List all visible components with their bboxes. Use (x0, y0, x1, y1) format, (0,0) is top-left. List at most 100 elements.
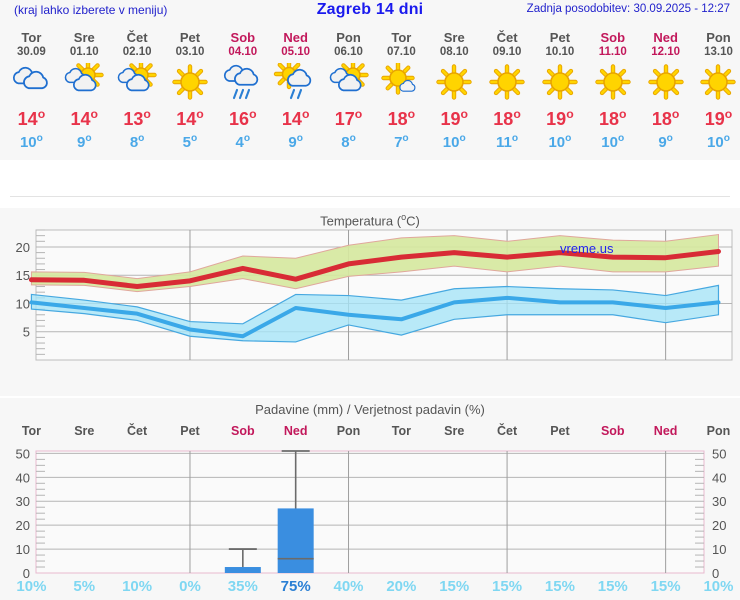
temp-min: 4o (235, 133, 251, 151)
day-name: Čet (496, 30, 518, 45)
precip-day-header: Sre (444, 424, 465, 438)
day-column[interactable]: Sre 08.10 19o 10o (428, 22, 481, 160)
day-name: Sre (73, 30, 95, 45)
day-column[interactable]: Sob 04.10 16o 4o (216, 22, 269, 160)
precip-day-header: Čet (496, 424, 518, 438)
temp-max: 14o (17, 107, 46, 129)
temp-max: 16o (229, 107, 257, 129)
temp-max: 19o (546, 107, 574, 129)
svg-text:0: 0 (23, 566, 30, 581)
partly-sunny-icon (322, 63, 375, 101)
day-column[interactable]: Sre 01.10 14o 9o (58, 22, 111, 160)
svg-text:40: 40 (712, 470, 726, 485)
temp-max: 14o (70, 107, 99, 129)
sunny-icon (534, 63, 587, 101)
day-column[interactable]: Ned 05.10 14o 9o (269, 22, 322, 160)
precip-day-header: Pon (706, 424, 731, 438)
day-date: 04.10 (228, 46, 258, 58)
precip-day-header: Ned (653, 424, 678, 438)
temp-min: 9o (658, 133, 673, 151)
svg-text:0: 0 (712, 566, 719, 581)
precip-day-header: Sob (600, 424, 625, 438)
day-column[interactable]: Tor 07.10 18o 7o (375, 22, 428, 160)
precip-probability-label: 15% (439, 578, 470, 595)
sunny-icon (164, 63, 217, 101)
day-name: Pon (336, 30, 361, 45)
celsius-symbol: C) (406, 213, 420, 229)
temp-max: 13o (123, 107, 151, 129)
temp-max: 17o (334, 107, 363, 129)
day-column[interactable]: Pon 06.10 17o 8o (322, 22, 375, 160)
temp-min: 5o (182, 133, 198, 151)
precip-probability-label: 15% (650, 578, 681, 595)
day-column[interactable]: Čet 02.10 13o 8o (111, 22, 164, 160)
precip-probability-label: 40% (333, 578, 364, 595)
day-date: 01.10 (69, 46, 99, 58)
day-date: 12.10 (651, 46, 680, 58)
precip-day-header: Pet (180, 424, 200, 438)
sunny-icon (692, 63, 740, 101)
svg-text:5: 5 (23, 325, 30, 340)
precip-day-header: Čet (127, 424, 148, 438)
precip-probability-label: 15% (492, 578, 523, 595)
day-date: 03.10 (175, 46, 205, 58)
day-name: Pet (179, 30, 201, 45)
divider (10, 196, 730, 197)
temp-min: 9o (288, 133, 303, 151)
svg-text:40: 40 (16, 470, 30, 485)
svg-text:10: 10 (712, 542, 726, 557)
header-bar: (kraj lahko izberete v meniju) Zagreb 14… (0, 0, 740, 22)
day-date: 07.10 (386, 46, 416, 58)
day-name: Tor (21, 30, 42, 45)
temp-max: 18o (387, 107, 416, 129)
day-name: Čet (126, 30, 148, 45)
page-title: Zagreb 14 dni (316, 1, 424, 18)
day-date: 11.10 (598, 46, 627, 58)
day-column[interactable]: Tor 30.09 14o 10o (5, 22, 58, 160)
day-column[interactable]: Pet 03.10 14o 5o (164, 22, 217, 160)
precip-probability-label: 75% (280, 578, 311, 595)
precip-probability-label: 20% (386, 578, 417, 595)
day-date: 30.09 (17, 46, 46, 58)
temperature-chart: Temperatura (oC) vreme.us 5 10 15 20 (0, 208, 740, 396)
precip-probability-label: 15% (544, 578, 575, 595)
precip-day-header: Sre (74, 424, 95, 438)
day-name: Tor (391, 30, 412, 45)
temp-min: 10o (707, 133, 730, 151)
day-name: Ned (653, 30, 678, 45)
day-column[interactable]: Sob 11.10 18o 10o (586, 22, 639, 160)
day-column[interactable]: Čet 09.10 18o 11o (481, 22, 534, 160)
temp-min: 10o (548, 133, 572, 151)
sun-small-cloud-icon (375, 63, 428, 101)
precip-probability-label: 5% (73, 578, 96, 595)
svg-text:30: 30 (712, 494, 726, 509)
day-date: 10.10 (545, 46, 575, 58)
day-name: Sre (443, 30, 465, 45)
svg-text:20: 20 (16, 518, 30, 533)
temperature-plot-svg: 5 10 15 20 (16, 229, 733, 361)
day-column[interactable]: Pet 10.10 19o 10o (534, 22, 587, 160)
temp-max: 19o (440, 107, 468, 129)
temp-min: 9o (76, 133, 92, 151)
day-name: Ned (283, 30, 308, 45)
precip-day-header: Sob (231, 424, 255, 438)
precip-probability-label: 10% (122, 578, 153, 595)
precip-day-header: Tor (21, 424, 42, 438)
sun-rain-icon (269, 63, 322, 101)
temp-min: 11o (496, 133, 519, 151)
day-column[interactable]: Ned 12.10 18o 9o (639, 22, 692, 160)
temp-max: 14o (281, 107, 310, 129)
temp-max: 14o (176, 107, 204, 129)
location-menu-note: (kraj lahko izberete v meniju) (14, 3, 168, 17)
day-name: Sob (600, 30, 626, 45)
day-column[interactable]: Pon 13.10 19o 10o (692, 22, 740, 160)
day-name: Pet (549, 30, 571, 45)
last-update-label: Zadnja posodobitev: 30.09.2025 - 12:27 (526, 3, 730, 15)
svg-text:20: 20 (712, 518, 726, 533)
partly-sunny-icon (58, 63, 111, 101)
precip-probability-label: 35% (227, 578, 258, 595)
temp-min: 10o (442, 133, 466, 151)
sunny-icon (481, 63, 534, 101)
svg-text:10: 10 (16, 296, 30, 311)
svg-text:10: 10 (16, 542, 30, 557)
